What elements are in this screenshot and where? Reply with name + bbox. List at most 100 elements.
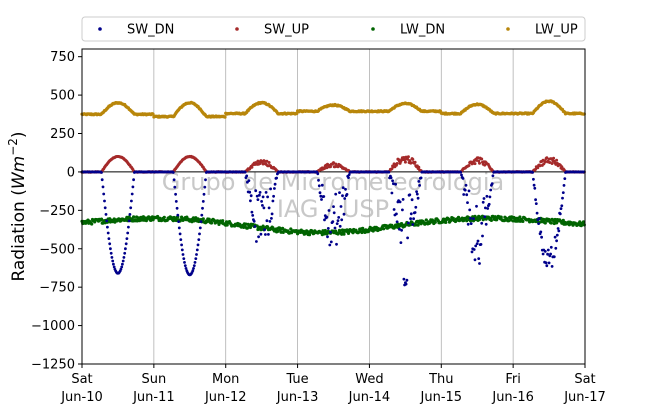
data-point <box>275 176 278 180</box>
legend-marker <box>506 27 510 31</box>
data-point <box>183 261 186 264</box>
data-point <box>394 182 397 186</box>
data-point <box>104 213 108 216</box>
data-point <box>546 248 550 252</box>
data-point <box>176 213 180 217</box>
data-point <box>172 178 176 182</box>
data-point <box>466 222 470 226</box>
data-point <box>531 171 534 174</box>
data-point <box>466 201 469 205</box>
data-point <box>347 173 351 177</box>
data-point <box>391 179 394 183</box>
data-point <box>201 206 204 210</box>
data-point <box>534 202 538 206</box>
data-point <box>555 239 558 243</box>
data-point <box>328 243 332 247</box>
data-point <box>200 213 204 217</box>
data-point <box>177 226 181 230</box>
legend: SW_DN SW_UP LW_DN LW_UP <box>81 16 586 42</box>
data-point <box>392 208 396 211</box>
data-point <box>121 262 124 266</box>
data-point <box>462 193 466 196</box>
data-point <box>475 242 479 246</box>
data-point <box>469 222 473 226</box>
data-point <box>195 253 198 256</box>
legend-marker <box>235 27 239 31</box>
data-point <box>217 222 221 226</box>
data-point <box>475 204 478 208</box>
data-point <box>250 210 254 214</box>
data-point <box>204 178 207 182</box>
data-point <box>320 198 323 201</box>
data-point <box>334 192 338 196</box>
data-point <box>473 258 477 262</box>
data-point <box>127 219 131 223</box>
vertical-gridlines <box>153 49 514 364</box>
data-point <box>479 243 483 246</box>
data-point <box>106 225 109 229</box>
data-point <box>341 186 345 190</box>
data-point <box>130 192 134 196</box>
data-point <box>460 173 463 177</box>
data-point <box>112 265 116 269</box>
data-point <box>555 221 559 225</box>
data-point <box>209 221 214 225</box>
data-point <box>342 232 346 236</box>
data-point <box>260 200 263 203</box>
data-point <box>456 215 461 219</box>
data-point <box>478 161 481 165</box>
data-point <box>550 265 554 268</box>
data-point <box>477 257 481 260</box>
data-point <box>111 259 115 263</box>
data-point <box>109 251 113 255</box>
data-point <box>411 157 415 161</box>
data-point <box>413 160 417 164</box>
data-point <box>536 166 540 170</box>
data-point <box>406 236 409 240</box>
data-point <box>100 178 104 182</box>
data-point <box>468 208 472 212</box>
data-point <box>444 220 448 224</box>
data-point <box>318 191 322 195</box>
data-point <box>347 176 350 180</box>
data-point <box>534 167 538 171</box>
data-point <box>325 215 329 219</box>
data-points <box>80 99 586 287</box>
data-point <box>109 247 112 251</box>
data-point <box>433 220 437 224</box>
y-tick-label: −1250 <box>31 358 75 373</box>
data-point <box>550 162 554 165</box>
data-point <box>343 197 347 200</box>
data-point <box>180 243 184 247</box>
data-point <box>547 261 551 265</box>
data-point <box>398 200 402 204</box>
data-point <box>476 239 480 243</box>
data-point <box>120 265 124 269</box>
legend-label: LW_DN <box>400 23 445 38</box>
data-point <box>416 196 420 200</box>
data-point <box>424 218 428 222</box>
y-axis-label: Radiation (Wm−2) <box>6 131 29 281</box>
data-point <box>335 242 338 246</box>
data-point <box>331 220 335 224</box>
data-point <box>245 174 249 178</box>
data-point <box>258 191 262 194</box>
data-point <box>191 269 195 273</box>
data-point <box>552 255 556 259</box>
data-point <box>183 264 187 267</box>
data-point <box>256 198 260 202</box>
x-tick-label-day: Mon <box>212 372 239 387</box>
data-point <box>263 159 267 163</box>
x-tick-label-date: Jun-16 <box>491 390 534 405</box>
data-point <box>402 277 406 281</box>
data-point <box>261 204 264 207</box>
data-point <box>267 161 271 164</box>
data-point <box>90 222 94 226</box>
data-point <box>581 220 586 224</box>
data-point <box>253 225 257 228</box>
data-point <box>192 264 196 267</box>
data-point <box>123 251 127 255</box>
x-tick-label-date: Jun-11 <box>132 390 175 405</box>
data-point <box>124 242 128 246</box>
data-point <box>555 233 559 237</box>
